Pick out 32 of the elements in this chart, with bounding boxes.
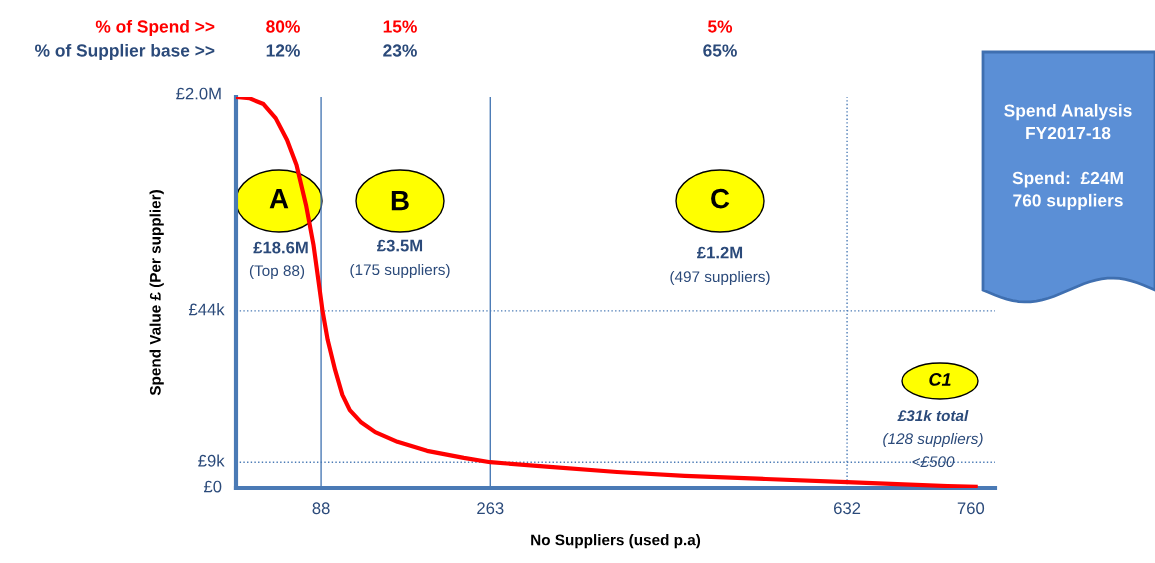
x-axis-title: No Suppliers (used p.a) xyxy=(531,534,701,549)
ref-line-label: £44k xyxy=(188,303,225,316)
annotation: B xyxy=(391,191,409,211)
text: 15% xyxy=(383,20,417,33)
annotation: £31k total xyxy=(897,409,969,422)
text: 23% xyxy=(383,44,417,57)
text: 12% xyxy=(266,44,300,57)
text: % of Supplier base >> xyxy=(35,43,215,61)
annotation: (Top 88) xyxy=(249,264,305,280)
annotation: £18.6M xyxy=(253,241,308,254)
x-tick-label: 632 xyxy=(834,502,861,515)
annotation: (175 suppliers) xyxy=(350,263,450,279)
annotation: £3.5M xyxy=(377,239,423,252)
annotation: (128 suppliers) xyxy=(883,432,983,448)
annotation: (497 suppliers) xyxy=(670,270,770,286)
x-tick-label: 263 xyxy=(477,502,504,515)
text: 80% xyxy=(266,20,300,33)
text: Spend Analysis FY2017-18 Spend: £24M 760 suppliers xyxy=(1004,103,1132,211)
y-axis-title: Spend Value £ (Per supplier) xyxy=(149,190,164,396)
text: £2.0M xyxy=(176,87,221,100)
annotation: £1.2M xyxy=(697,246,743,259)
annotation: C1 xyxy=(929,373,951,386)
text: 5% xyxy=(707,20,733,33)
ref-line-label: £9k xyxy=(198,454,225,467)
annotation: <£500 xyxy=(912,456,955,468)
x-tick-label: 88 xyxy=(312,502,330,515)
annotation: A xyxy=(269,189,289,209)
text: 65% xyxy=(703,44,737,57)
text: % of Spend >> xyxy=(95,19,215,37)
annotation: C xyxy=(711,188,730,209)
x-tick-label: 760 xyxy=(957,502,985,515)
text: £0 xyxy=(203,480,222,493)
